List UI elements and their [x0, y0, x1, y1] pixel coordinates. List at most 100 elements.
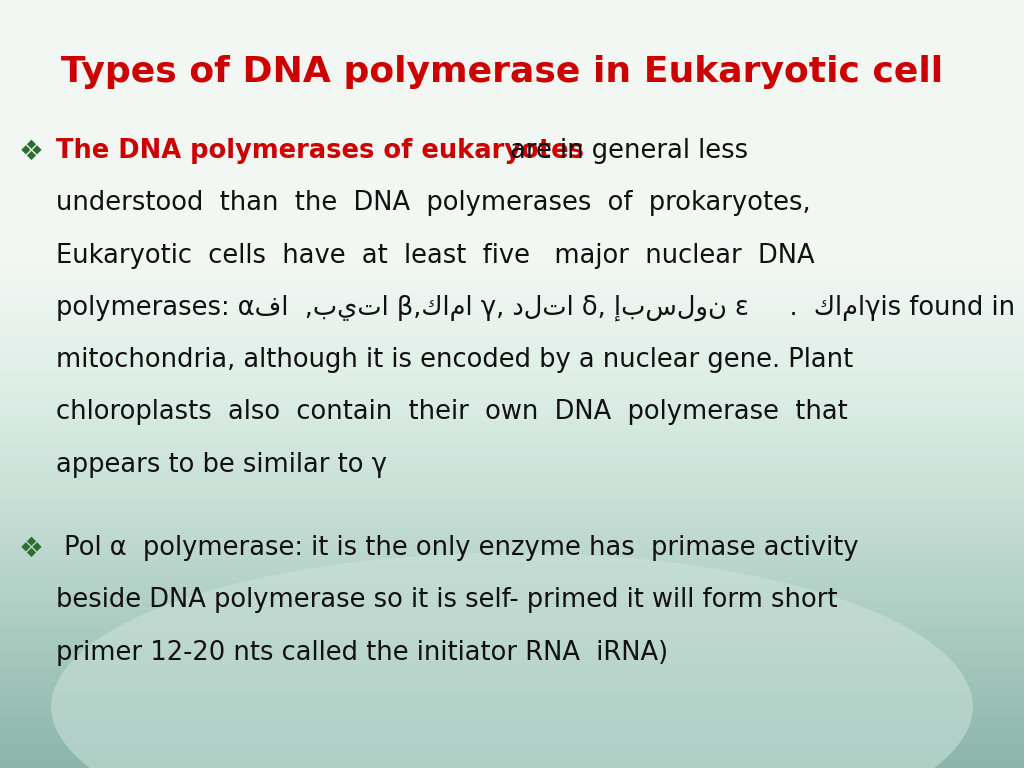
Bar — [0, 9, 1024, 10]
Bar — [0, 531, 1024, 532]
Bar — [0, 298, 1024, 300]
Bar — [0, 495, 1024, 497]
Bar — [0, 340, 1024, 342]
Bar — [0, 141, 1024, 142]
Bar — [0, 104, 1024, 105]
Bar — [0, 389, 1024, 390]
Bar — [0, 644, 1024, 645]
Bar — [0, 448, 1024, 449]
Bar — [0, 428, 1024, 429]
Bar — [0, 41, 1024, 42]
Bar — [0, 229, 1024, 230]
Bar — [0, 161, 1024, 163]
Bar — [0, 743, 1024, 745]
Bar — [0, 347, 1024, 348]
Bar — [0, 79, 1024, 81]
Bar — [0, 206, 1024, 207]
Bar — [0, 48, 1024, 50]
Bar — [0, 121, 1024, 123]
Bar — [0, 604, 1024, 605]
Bar — [0, 65, 1024, 67]
Ellipse shape — [51, 553, 973, 768]
Bar — [0, 386, 1024, 388]
Bar — [0, 488, 1024, 489]
Bar — [0, 444, 1024, 445]
Bar — [0, 726, 1024, 727]
Bar — [0, 760, 1024, 762]
Bar — [0, 585, 1024, 586]
Bar — [0, 670, 1024, 672]
Bar — [0, 150, 1024, 151]
Bar — [0, 455, 1024, 457]
Bar — [0, 641, 1024, 643]
Bar — [0, 747, 1024, 749]
Bar — [0, 708, 1024, 709]
Bar — [0, 315, 1024, 316]
Bar — [0, 156, 1024, 157]
Bar — [0, 352, 1024, 353]
Bar — [0, 248, 1024, 250]
Bar — [0, 379, 1024, 380]
Bar — [0, 543, 1024, 544]
Bar — [0, 442, 1024, 443]
Bar — [0, 492, 1024, 493]
Bar — [0, 416, 1024, 417]
Bar — [0, 762, 1024, 763]
Bar — [0, 422, 1024, 424]
Bar — [0, 217, 1024, 219]
Bar — [0, 261, 1024, 263]
Bar — [0, 508, 1024, 509]
Bar — [0, 46, 1024, 48]
Bar — [0, 292, 1024, 293]
Bar — [0, 131, 1024, 132]
Bar — [0, 643, 1024, 644]
Bar — [0, 317, 1024, 319]
Bar — [0, 658, 1024, 659]
Bar — [0, 177, 1024, 178]
Bar — [0, 13, 1024, 14]
Bar — [0, 503, 1024, 505]
Bar — [0, 613, 1024, 614]
Bar — [0, 406, 1024, 407]
Bar — [0, 654, 1024, 655]
Bar — [0, 266, 1024, 267]
Bar — [0, 753, 1024, 754]
Bar — [0, 453, 1024, 455]
Bar — [0, 87, 1024, 88]
Bar — [0, 547, 1024, 548]
Bar — [0, 763, 1024, 764]
Bar — [0, 557, 1024, 558]
Bar — [0, 246, 1024, 247]
Bar — [0, 740, 1024, 741]
Bar — [0, 409, 1024, 411]
Bar — [0, 468, 1024, 470]
Bar — [0, 736, 1024, 737]
Bar — [0, 662, 1024, 663]
Bar — [0, 594, 1024, 595]
Bar — [0, 371, 1024, 372]
Bar — [0, 106, 1024, 108]
Bar — [0, 74, 1024, 75]
Bar — [0, 627, 1024, 628]
Bar — [0, 328, 1024, 329]
Bar — [0, 210, 1024, 211]
Bar — [0, 320, 1024, 321]
Bar — [0, 699, 1024, 700]
Bar — [0, 214, 1024, 215]
Bar — [0, 666, 1024, 667]
Bar — [0, 137, 1024, 138]
Bar — [0, 375, 1024, 376]
Bar — [0, 713, 1024, 714]
Bar — [0, 110, 1024, 111]
Bar — [0, 69, 1024, 71]
Bar — [0, 363, 1024, 365]
Bar — [0, 311, 1024, 313]
Bar — [0, 111, 1024, 113]
Bar — [0, 151, 1024, 152]
Bar — [0, 682, 1024, 684]
Bar — [0, 705, 1024, 707]
Bar — [0, 568, 1024, 570]
Bar — [0, 443, 1024, 444]
Bar — [0, 227, 1024, 228]
Bar — [0, 100, 1024, 101]
